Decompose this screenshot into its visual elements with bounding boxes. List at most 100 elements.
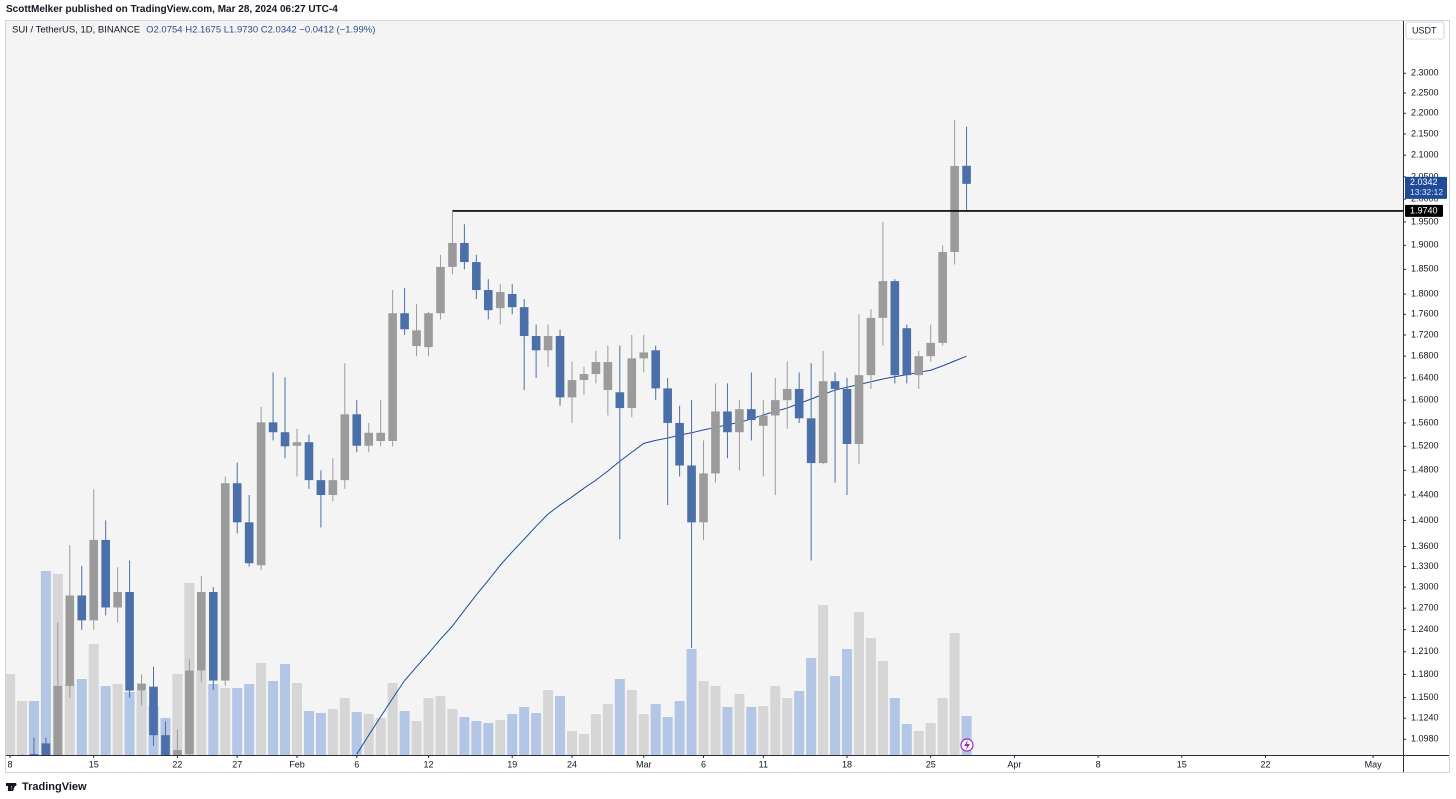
- y-tick-label: 1.4400: [1411, 489, 1439, 499]
- candle-body: [256, 422, 266, 566]
- candle-body: [759, 415, 768, 426]
- volume-bar: [411, 721, 422, 755]
- volume-bar: [208, 684, 219, 755]
- y-tick-label: 1.7600: [1411, 309, 1439, 319]
- volume-bar: [841, 649, 853, 755]
- y-tick-label: 1.8500: [1411, 264, 1439, 274]
- y-tick-label: 1.3600: [1411, 541, 1439, 551]
- volume-bar: [674, 701, 685, 755]
- volume-bar: [483, 723, 494, 755]
- volume-bar: [937, 698, 948, 755]
- volume-bar: [471, 721, 482, 755]
- volume-bar: [64, 684, 75, 755]
- candle-body: [579, 374, 589, 381]
- x-tick-label: 6: [701, 759, 706, 769]
- volume-bar: [782, 698, 793, 755]
- volume-bar: [112, 684, 123, 755]
- candle-body: [507, 294, 517, 308]
- candle-body: [89, 539, 99, 621]
- volume-bar: [459, 717, 470, 755]
- candle-body: [41, 743, 51, 755]
- candle-body: [914, 356, 924, 376]
- candle-body: [101, 539, 110, 608]
- volume-bar: [88, 644, 99, 755]
- volume-bar: [315, 713, 326, 755]
- ohlc-legend: O2.0754 H2.1675 L1.9730 C2.0342 −0.0412 …: [146, 25, 375, 36]
- x-tick-label: 11: [759, 759, 768, 769]
- candle-body: [782, 388, 792, 401]
- candle-body: [220, 483, 230, 681]
- candle-body: [197, 592, 206, 671]
- y-tick-label: 1.1800: [1411, 669, 1439, 679]
- candle-body: [268, 422, 278, 433]
- y-tick-label: 1.6800: [1411, 351, 1439, 361]
- candle-body: [340, 414, 350, 481]
- volume-bar: [16, 701, 28, 755]
- candle-body: [400, 313, 409, 330]
- x-tick-label: 27: [232, 759, 242, 769]
- volume-bar: [327, 709, 338, 755]
- volume-bar: [758, 706, 769, 755]
- y-tick-label: 1.5600: [1411, 417, 1439, 427]
- candle-body: [304, 442, 314, 481]
- frame: [5, 20, 1450, 773]
- candle-body: [208, 592, 218, 681]
- candle-body: [113, 592, 122, 608]
- candle-body: [567, 380, 577, 398]
- y-tick-label: 1.7200: [1411, 329, 1439, 339]
- x-tick-label: 15: [1177, 759, 1187, 769]
- y-tick-label: 1.2400: [1411, 624, 1439, 634]
- volume-bar: [375, 718, 386, 755]
- candle-body: [292, 442, 302, 446]
- candle-body: [77, 595, 87, 621]
- volume-bar: [650, 704, 661, 755]
- level-label: 1.9740: [1410, 205, 1438, 215]
- candle-body: [699, 473, 708, 523]
- volume-bar: [698, 681, 709, 755]
- candle-body: [352, 414, 362, 446]
- y-tick-label: 2.1000: [1411, 150, 1439, 160]
- y-tick-label: 1.9000: [1411, 240, 1439, 250]
- candle-body: [436, 266, 445, 314]
- candle-body: [830, 381, 840, 389]
- candle-body: [232, 483, 242, 523]
- volume-bar: [220, 688, 231, 755]
- last-price-box: [1405, 176, 1447, 199]
- candle-body: [137, 683, 146, 691]
- candle-body: [555, 336, 565, 398]
- x-tick-label: 15: [89, 759, 99, 769]
- x-tick-label: May: [1365, 759, 1383, 769]
- x-tick-label: 19: [507, 759, 517, 769]
- candle-body: [651, 350, 660, 389]
- volume-bar: [626, 690, 637, 755]
- candle-body: [806, 418, 816, 464]
- volume-bar: [40, 571, 51, 755]
- plot-area: [5, 119, 1403, 755]
- candle-body: [615, 392, 625, 409]
- volume-bar: [399, 711, 410, 755]
- x-tick-label: Apr: [1007, 759, 1021, 769]
- x-tick-label: 8: [1096, 759, 1101, 769]
- event-bolt: [964, 740, 970, 750]
- volume-bar: [614, 679, 625, 755]
- currency-box[interactable]: [1405, 21, 1445, 40]
- volume-bar: [901, 724, 912, 755]
- volume-bar: [495, 720, 506, 755]
- volume-bar: [423, 698, 434, 755]
- volume-bar: [303, 711, 314, 755]
- volume-bar: [770, 686, 781, 755]
- volume-bar: [925, 723, 936, 755]
- y-tick-label: 1.1240: [1411, 713, 1439, 723]
- volume-bar: [196, 671, 207, 755]
- y-tick-label: 1.0980: [1411, 734, 1439, 744]
- last-price-label: 2.0342: [1410, 177, 1438, 187]
- volume-bar: [961, 716, 972, 755]
- y-tick-label: 2.3000: [1411, 68, 1439, 78]
- candle-body: [448, 242, 457, 267]
- candle-body: [125, 592, 134, 691]
- volume-bar: [913, 731, 924, 755]
- y-tick-label: 2.1500: [1411, 128, 1439, 138]
- candle-body: [472, 262, 481, 291]
- volume-bar: [100, 686, 111, 755]
